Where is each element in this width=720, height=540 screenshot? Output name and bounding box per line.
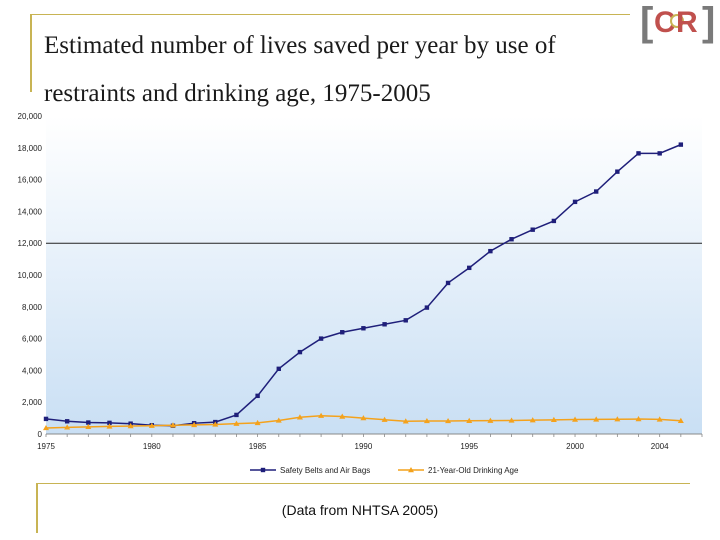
- legend: Safety Belts and Air Bags 21-Year-Old Dri…: [250, 466, 519, 475]
- data-point: [423, 417, 430, 424]
- y-tick-label: 14,000: [18, 207, 43, 216]
- x-tick-label: 1990: [355, 442, 373, 451]
- title-rule: [30, 14, 630, 15]
- data-point: [487, 417, 494, 423]
- data-point: [276, 366, 281, 372]
- data-point: [508, 417, 515, 423]
- bottom-rule: [36, 483, 690, 484]
- y-tick-label: 6,000: [22, 335, 43, 344]
- data-point: [509, 237, 514, 242]
- x-tick-label: 1985: [249, 442, 267, 451]
- x-tick-label: 2000: [566, 442, 584, 451]
- data-point: [169, 422, 176, 428]
- data-point: [529, 417, 536, 423]
- data-point: [551, 218, 557, 224]
- y-tick-label: 4,000: [22, 366, 43, 375]
- data-point: [615, 169, 620, 174]
- x-tick-label: 1995: [460, 442, 478, 451]
- y-tick-label: 20,000: [18, 112, 43, 121]
- y-tick-label: 10,000: [18, 271, 43, 280]
- data-point: [64, 424, 71, 430]
- data-point: [148, 422, 155, 428]
- logo-dot: [670, 14, 684, 28]
- data-point: [127, 423, 134, 429]
- data-point: [467, 265, 472, 271]
- data-point: [255, 393, 260, 399]
- data-point: [657, 151, 662, 156]
- data-point: [382, 322, 387, 327]
- data-point: [530, 227, 535, 232]
- plot-area: [46, 116, 702, 434]
- data-point: [593, 416, 600, 422]
- data-point: [191, 421, 198, 428]
- data-point: [339, 413, 346, 419]
- data-point: [234, 412, 239, 418]
- legend-label: 21-Year-Old Drinking Age: [428, 466, 519, 475]
- data-point: [86, 420, 91, 425]
- logo-bracket-left: [: [640, 0, 654, 44]
- y-tick-label: 2,000: [22, 398, 43, 407]
- data-point: [43, 416, 49, 422]
- data-point: [614, 416, 621, 422]
- data-point: [402, 418, 409, 424]
- data-point: [361, 326, 366, 331]
- data-point: [212, 421, 219, 427]
- x-axis: 1975 1980 1985 1990 1995 2000 2004: [37, 433, 703, 451]
- x-tick-label: 1975: [37, 442, 55, 451]
- data-point: [233, 420, 240, 426]
- data-point: [636, 151, 641, 156]
- data-point: [318, 336, 324, 341]
- source-note: (Data from NHTSA 2005): [281, 502, 439, 518]
- y-axis: 0 2,000 4,000 6,000 8,000 10,000 12,000 14,000 1…: [18, 112, 43, 439]
- data-point: [445, 417, 452, 424]
- data-point: [445, 280, 451, 286]
- x-tick-label: 1980: [143, 442, 161, 451]
- data-point: [340, 330, 345, 335]
- data-point: [635, 416, 642, 422]
- y-tick-label: 18,000: [18, 144, 43, 153]
- data-point: [85, 423, 92, 430]
- logo-letter-c: C: [654, 6, 676, 39]
- data-point: [550, 416, 557, 423]
- data-point: [106, 423, 113, 429]
- y-tick-label: 12,000: [18, 239, 43, 248]
- data-point: [64, 419, 70, 424]
- data-point: [403, 318, 408, 323]
- legend-marker: [408, 467, 414, 473]
- cr-logo: [ C R ]: [640, 0, 716, 44]
- data-point: [572, 199, 578, 205]
- title-bracket: [30, 14, 40, 92]
- page-title: Estimated number of lives saved per year…: [44, 32, 556, 107]
- data-point: [678, 142, 684, 147]
- data-point: [107, 420, 112, 426]
- data-point: [677, 417, 684, 424]
- data-point: [572, 416, 579, 422]
- data-point: [593, 189, 599, 194]
- y-tick-label: 16,000: [18, 176, 43, 185]
- series-2: [43, 412, 684, 431]
- data-point: [297, 349, 303, 355]
- data-point: [466, 417, 473, 424]
- data-point: [424, 305, 430, 310]
- data-point: [488, 248, 493, 254]
- logo-letter-r: R: [676, 6, 698, 39]
- data-point: [360, 415, 367, 421]
- data-point: [381, 416, 388, 422]
- data-point: [656, 416, 663, 422]
- line-chart: 0 2,000 4,000 6,000 8,000 10,000 12,000 14,000 1…: [18, 112, 703, 475]
- legend-marker: [260, 467, 266, 473]
- data-point: [318, 412, 325, 418]
- y-tick-label: 8,000: [22, 303, 43, 312]
- logo-bracket-right: ]: [702, 0, 716, 44]
- data-point: [43, 424, 49, 431]
- data-point: [275, 417, 282, 423]
- legend-label: Safety Belts and Air Bags: [280, 466, 370, 475]
- x-tick-label: 2004: [651, 442, 669, 451]
- data-point: [296, 414, 303, 420]
- y-tick-label: 0: [38, 430, 43, 439]
- bottom-bracket: [36, 483, 38, 533]
- data-point: [254, 419, 261, 426]
- series-layer: [43, 142, 684, 431]
